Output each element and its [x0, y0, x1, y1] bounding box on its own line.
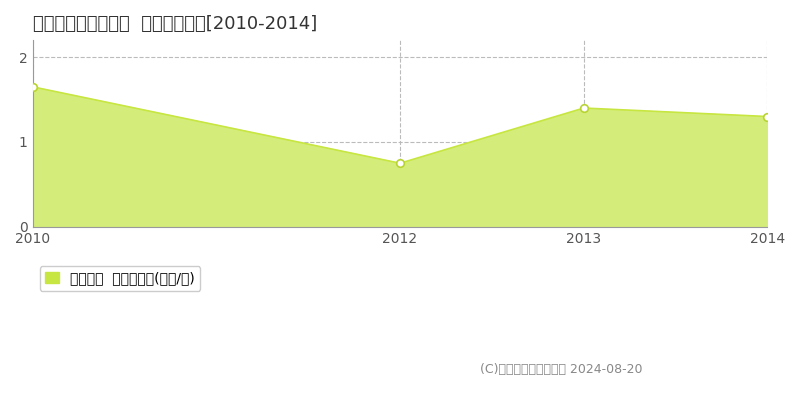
- Point: [761, 113, 774, 120]
- Point: [578, 105, 590, 111]
- Point: [394, 160, 406, 166]
- Legend: 住宅価格  平均坪単価(万円/坪): 住宅価格 平均坪単価(万円/坪): [39, 266, 200, 291]
- Text: (C)土地価格ドットコム 2024-08-20: (C)土地価格ドットコム 2024-08-20: [480, 363, 642, 376]
- Text: 肝属郡錦江町田代麓  住宅価格推移[2010-2014]: 肝属郡錦江町田代麓 住宅価格推移[2010-2014]: [33, 15, 317, 33]
- Point: [26, 84, 39, 90]
